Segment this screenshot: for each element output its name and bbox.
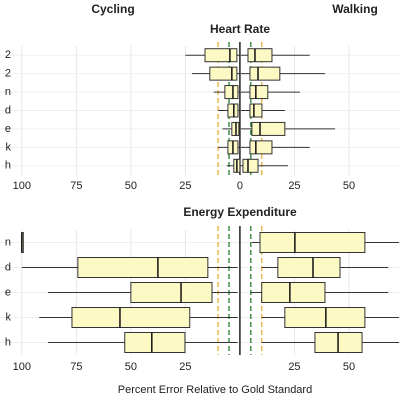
- box: [130, 282, 213, 303]
- box: [261, 282, 326, 303]
- x-tick-label: 25: [179, 180, 191, 192]
- box: [259, 232, 366, 253]
- x-tick-label: 50: [125, 361, 137, 373]
- box: [242, 158, 259, 173]
- panel-title: Energy Expenditure: [183, 205, 297, 219]
- panel-title: Heart Rate: [210, 22, 270, 36]
- y-tick-label: k: [6, 141, 12, 153]
- x-tick-label: 50: [125, 180, 137, 192]
- box: [247, 48, 273, 63]
- box: [249, 66, 281, 81]
- y-tick-label: h: [5, 160, 11, 172]
- box: [224, 85, 239, 100]
- x-tick-label: 25: [288, 180, 300, 192]
- x-tick-label: 50: [343, 180, 355, 192]
- box: [209, 66, 238, 81]
- y-tick-label: 2: [5, 49, 11, 61]
- y-tick-label: e: [5, 123, 11, 135]
- box: [249, 85, 269, 100]
- y-tick-label: d: [5, 261, 11, 273]
- x-tick-label: 75: [70, 361, 82, 373]
- x-tick-label: 75: [70, 180, 82, 192]
- box: [284, 307, 366, 328]
- y-tick-label: n: [5, 236, 11, 248]
- y-tick-label: n: [5, 86, 11, 98]
- x-tick-label: 25: [179, 361, 191, 373]
- y-tick-label: d: [5, 104, 11, 116]
- cycling-header: Cycling: [91, 2, 134, 16]
- box: [124, 332, 186, 353]
- x-tick-label: 100: [13, 361, 31, 373]
- box: [251, 121, 286, 136]
- y-tick-label: k: [6, 311, 12, 323]
- x-tick-label: 50: [343, 361, 355, 373]
- box: [249, 103, 263, 118]
- y-tick-label: 2: [5, 68, 11, 80]
- box: [227, 103, 239, 118]
- box: [77, 257, 209, 278]
- box: [71, 307, 191, 328]
- x-tick-label: 25: [288, 361, 300, 373]
- box: [277, 257, 341, 278]
- x-tick-label: 100: [13, 180, 31, 192]
- walking-header: Walking: [332, 2, 378, 16]
- box: [204, 48, 238, 63]
- y-tick-label: e: [5, 286, 11, 298]
- x-axis-label: Percent Error Relative to Gold Standard: [118, 384, 312, 396]
- x-tick-label: 0: [237, 180, 243, 192]
- box: [249, 140, 273, 155]
- y-tick-label: h: [5, 336, 11, 348]
